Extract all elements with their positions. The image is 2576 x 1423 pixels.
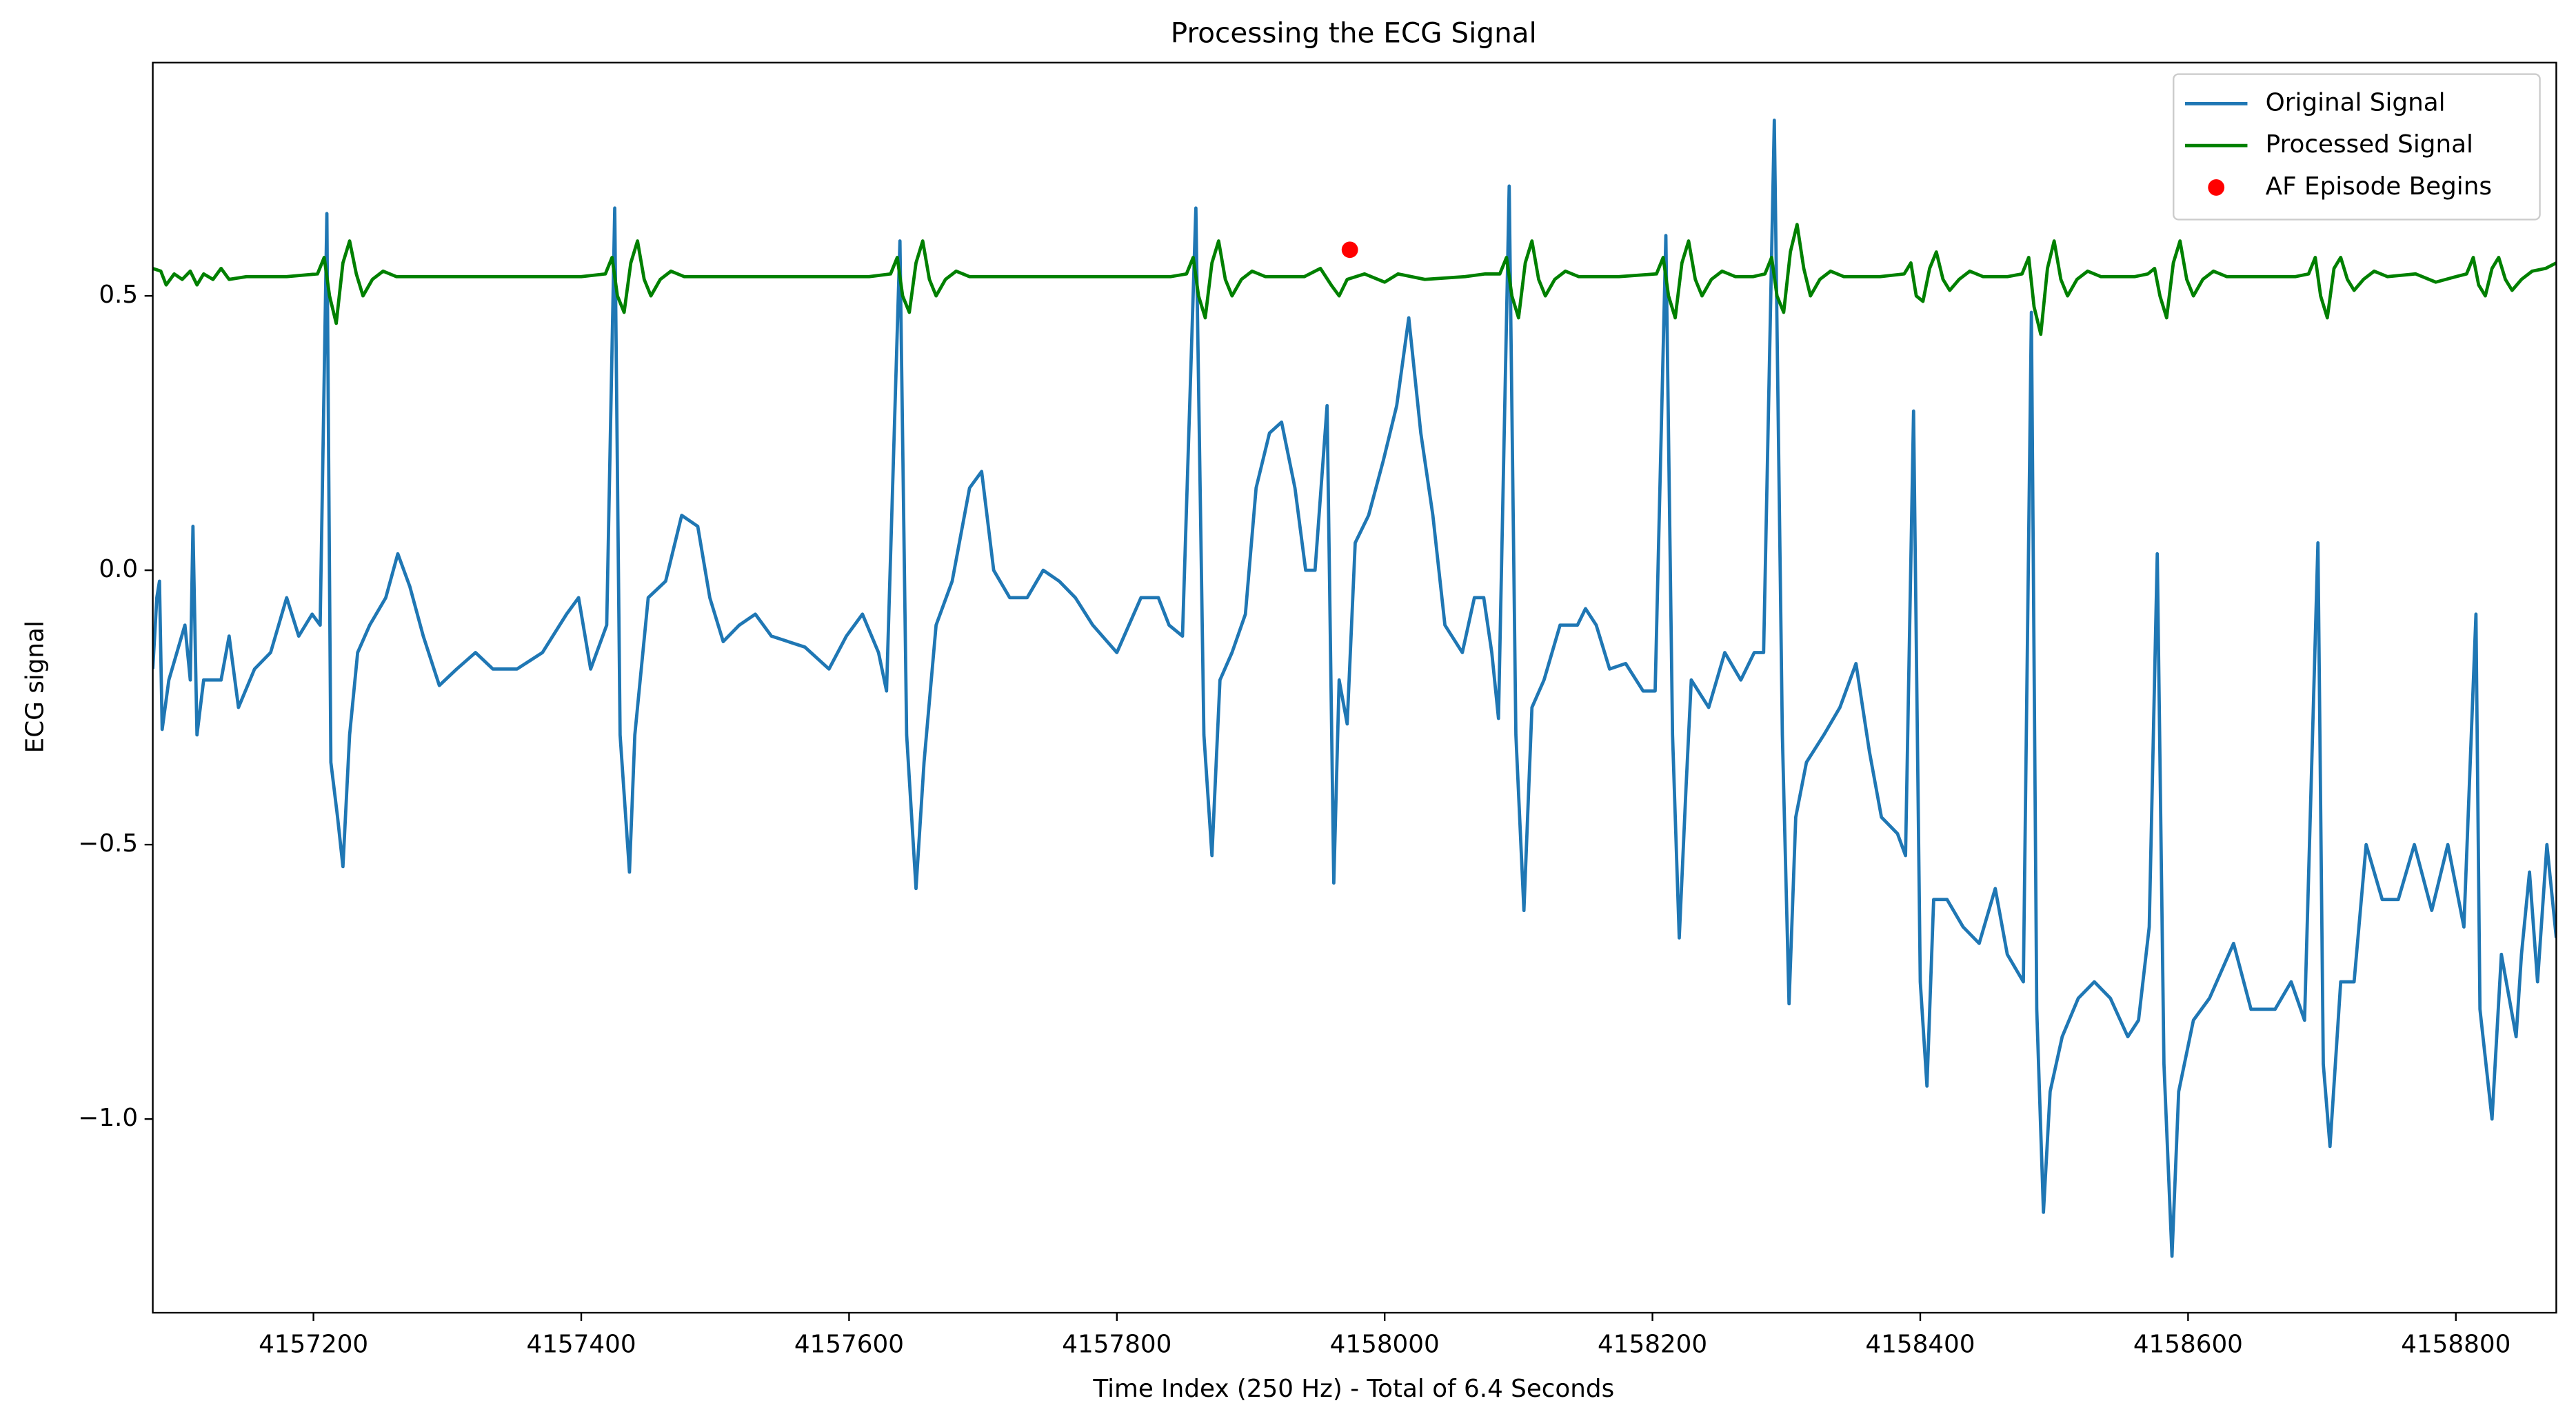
- legend-label: Original Signal: [2266, 88, 2446, 117]
- event-marker: [1341, 241, 1358, 259]
- chart-title: Processing the ECG Signal: [1171, 16, 1537, 49]
- signal-line: [152, 223, 2557, 336]
- x-tick-label: 4158000: [1330, 1331, 1440, 1359]
- signal-line: [152, 119, 2557, 1258]
- x-tick-label: 4157800: [1062, 1331, 1171, 1359]
- legend-marker: [2208, 179, 2225, 196]
- legend-box: [2173, 73, 2541, 221]
- legend-label: Processed Signal: [2266, 130, 2473, 159]
- x-tick-label: 4157600: [794, 1331, 904, 1359]
- x-tick-label: 4157400: [526, 1331, 636, 1359]
- plot-area: [152, 119, 2557, 1258]
- x-axis-label: Time Index (250 Hz) - Total of 6.4 Secon…: [1092, 1375, 1614, 1403]
- plot-frame: [152, 61, 2557, 1314]
- y-tick-label: 0.5: [99, 281, 138, 309]
- y-axis-label: ECG signal: [21, 620, 49, 753]
- y-tick-label: 0.0: [99, 555, 138, 583]
- x-tick-label: 4158800: [2401, 1331, 2510, 1359]
- x-tick-label: 4158600: [2133, 1331, 2243, 1359]
- x-tick-label: 4157200: [259, 1331, 368, 1359]
- x-tick-label: 4158200: [1598, 1331, 1707, 1359]
- legend-label: AF Episode Begins: [2266, 172, 2492, 201]
- y-tick-label: −1.0: [78, 1104, 138, 1132]
- x-tick-label: 4158400: [1865, 1331, 1975, 1359]
- y-tick-label: −0.5: [78, 829, 138, 858]
